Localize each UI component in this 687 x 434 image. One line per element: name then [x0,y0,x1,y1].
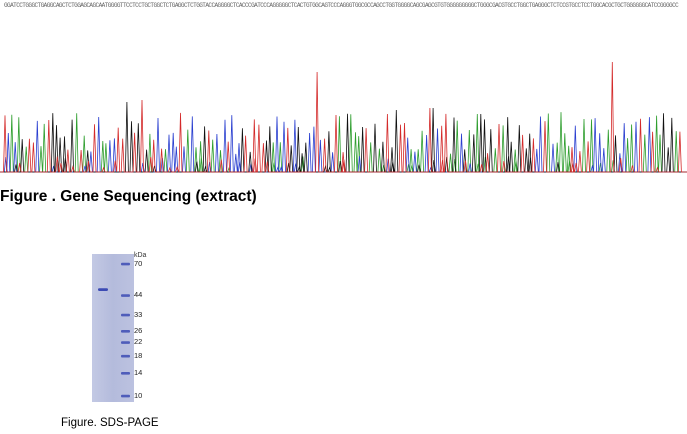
trace-T [0,61,687,173]
marker-label-18: 18 [134,350,143,360]
gene-sequencing-caption: Figure . Gene Sequencing (extract) [0,188,257,205]
trace-C [0,115,687,173]
gel-unit-label: kDa [134,252,147,259]
sds-page-caption: Figure. SDS-PAGE [61,417,159,429]
sds-page-gel [92,254,134,402]
marker-label-14: 14 [134,367,143,377]
marker-band-44 [121,294,130,297]
sequence-text-strip: GGATCCTGGGCTGAGGCAGCTCTGGAGCAGCAATGGGGTT… [4,2,679,9]
sequencing-chromatogram [0,61,687,173]
marker-label-22: 22 [134,337,143,346]
marker-band-33 [121,313,130,317]
marker-band-14 [121,372,130,375]
marker-label-10: 10 [134,390,143,400]
sample-protein-band [98,288,108,291]
gel-background [92,254,134,402]
marker-label-44: 44 [134,290,143,299]
marker-band-10 [121,394,130,398]
marker-band-22 [121,341,130,344]
marker-label-26: 26 [134,325,143,335]
marker-band-70 [121,262,130,266]
marker-label-70: 70 [134,258,143,268]
marker-label-33: 33 [134,309,143,319]
marker-band-26 [121,330,130,333]
marker-band-18 [121,354,130,358]
